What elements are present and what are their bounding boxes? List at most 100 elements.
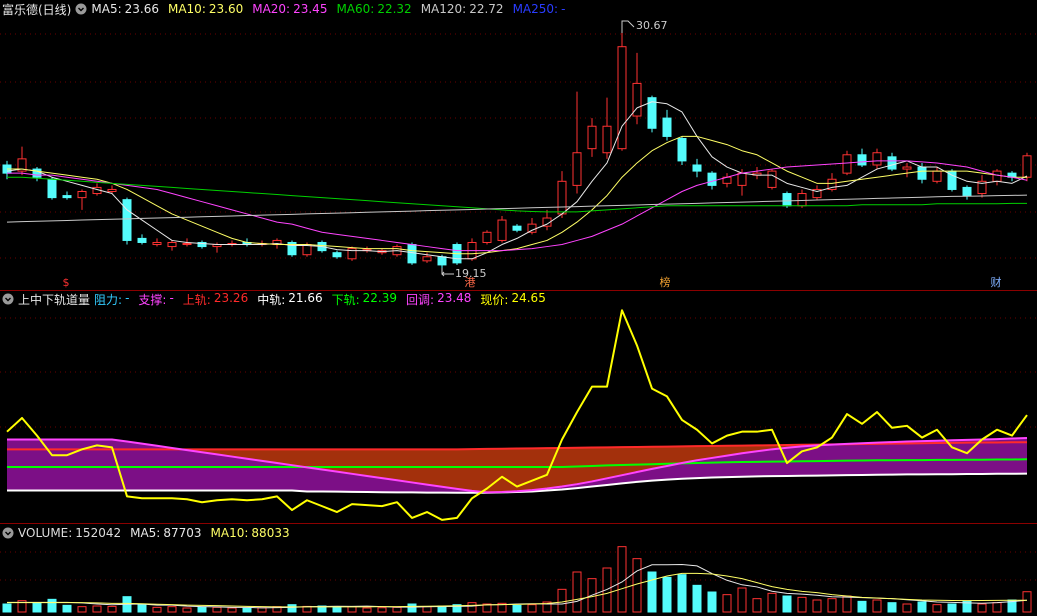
- legend-item: MA5: 23.66: [91, 2, 159, 16]
- legend-value: -: [169, 290, 174, 305]
- legend-value: 22.32: [377, 2, 412, 16]
- legend-name: MA5:: [91, 2, 122, 16]
- candle-body: [647, 97, 657, 129]
- volume-bar: [947, 603, 957, 613]
- volume-bar: [572, 571, 582, 613]
- menu-icon[interactable]: [2, 527, 14, 539]
- candle-body: [137, 237, 147, 243]
- volume-bar: [797, 596, 807, 613]
- legend-value: 23.45: [293, 2, 328, 16]
- volume-bar: [662, 576, 672, 613]
- legend-name: MA10:: [167, 2, 206, 16]
- volume-bar: [782, 595, 792, 613]
- volume-bar: [512, 604, 522, 613]
- legend-name: MA20:: [252, 2, 291, 16]
- candle-body: [902, 166, 912, 170]
- panel-title: 富乐德(日线): [2, 2, 72, 17]
- legend-item: 阻力: -: [94, 291, 129, 308]
- volume-bar: [1022, 591, 1032, 613]
- legend-item: 下轨: 22.39: [332, 291, 397, 308]
- legend-item: 现价: 24.65: [480, 291, 545, 308]
- legend-value: 152042: [75, 526, 122, 540]
- candle-body: [152, 241, 162, 246]
- candle-body: [662, 117, 672, 137]
- volume-bar: [842, 595, 852, 613]
- menu-icon[interactable]: [75, 3, 87, 15]
- volume-bar: [392, 606, 402, 613]
- volume-bar: [212, 606, 222, 613]
- candle-body: [977, 180, 987, 195]
- legend-value: 24.65: [511, 290, 546, 305]
- volume-bar: [647, 571, 657, 613]
- panel-title: 上中下轨道量: [18, 292, 91, 307]
- volume-bar: [722, 594, 732, 613]
- candle-body: [737, 172, 747, 186]
- series-line: [7, 176, 1027, 213]
- legend-item: MA120: 22.72: [421, 2, 504, 16]
- candle-body: [482, 231, 492, 243]
- volume-bar: [932, 604, 942, 613]
- candle-body: [692, 164, 702, 172]
- legend-name: 阻力:: [94, 292, 123, 307]
- high-label: 30.67: [636, 19, 668, 32]
- legend-value: 87703: [163, 526, 202, 540]
- menu-icon[interactable]: [2, 293, 14, 305]
- candle-body: [1022, 155, 1032, 178]
- volume-bar: [242, 607, 252, 613]
- volume-bar: [752, 598, 762, 613]
- candle-body: [167, 241, 177, 248]
- candle-body: [962, 186, 972, 197]
- legend-value: 22.39: [362, 290, 398, 305]
- volume-bar: [692, 584, 702, 613]
- volume-bar: [422, 606, 432, 613]
- candle-body: [407, 244, 417, 264]
- candle-body: [887, 156, 897, 170]
- legend-value: 23.26: [213, 290, 249, 305]
- candle-body: [992, 170, 1002, 182]
- volume-bar: [737, 587, 747, 613]
- volume-bar: [107, 605, 117, 613]
- volume-bar: [527, 604, 537, 613]
- legend-name: 中轨:: [257, 292, 286, 307]
- volume-bar: [182, 607, 192, 613]
- volume-bar: [332, 606, 342, 613]
- plot-area: 30.67 19.15: [2, 19, 1032, 613]
- series-line: [6, 309, 1028, 521]
- candle-body: [872, 152, 882, 166]
- volume-bar: [962, 600, 972, 613]
- candle-body: [17, 158, 27, 172]
- volume-bar: [452, 604, 462, 613]
- volume-bar: [812, 599, 822, 613]
- candle-body: [557, 180, 567, 215]
- legend-value: 88033: [251, 526, 290, 540]
- legend-value: -: [125, 290, 130, 305]
- volume-bar: [767, 592, 777, 613]
- candle-body: [437, 256, 447, 266]
- volume-bar: [197, 606, 207, 613]
- volume-bar: [137, 603, 147, 613]
- candle-body: [572, 152, 582, 186]
- legend-item: 上轨: 23.26: [183, 291, 248, 308]
- legend-name: VOLUME:: [18, 526, 73, 540]
- candle-body: [677, 137, 687, 162]
- candle-body: [827, 178, 837, 190]
- candle-body: [707, 172, 717, 186]
- high-pointer: [621, 20, 635, 34]
- legend-name: MA10:: [210, 526, 249, 540]
- volume-bar: [407, 603, 417, 613]
- volume-bar: [482, 603, 492, 613]
- low-pointer: [441, 267, 454, 277]
- candle-body: [797, 193, 807, 207]
- legend-name: MA120:: [420, 2, 467, 16]
- volume-bar: [977, 603, 987, 613]
- candle-body: [287, 241, 297, 256]
- series-line: [7, 160, 1028, 252]
- band-area: [7, 437, 1027, 493]
- legend-name: 上轨:: [182, 292, 211, 307]
- volume-bar: [362, 607, 372, 613]
- candle-body: [602, 125, 612, 154]
- volume-bar: [497, 602, 507, 613]
- series-line: [7, 135, 1027, 255]
- volume-bar: [872, 599, 882, 613]
